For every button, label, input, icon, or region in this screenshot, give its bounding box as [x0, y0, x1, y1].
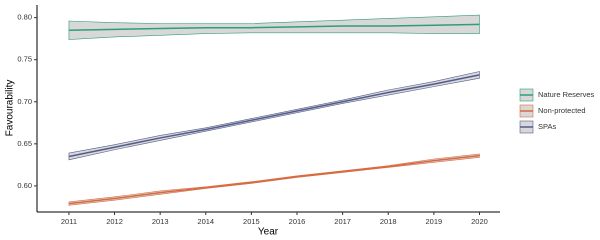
legend-label: Non-protected	[538, 106, 586, 115]
y-tick-label: 0.60	[17, 181, 32, 190]
series-line	[68, 154, 480, 205]
x-axis-label: Year	[258, 227, 279, 238]
x-tick-label: 2019	[426, 217, 443, 226]
x-tick-label: 2018	[380, 217, 397, 226]
x-tick-label: 2011	[61, 217, 77, 226]
x-tick-label: 2012	[106, 217, 123, 226]
x-tick-label: 2020	[471, 217, 488, 226]
legend-label: SPAs	[538, 122, 556, 131]
x-tick-label: 2017	[334, 217, 351, 226]
x-tick-label: 2014	[197, 217, 214, 226]
x-tick-label: 2013	[152, 217, 169, 226]
series-line	[68, 74, 480, 158]
series-line	[68, 23, 480, 31]
x-tick-label: 2015	[243, 217, 260, 226]
y-tick-label: 0.80	[17, 13, 32, 22]
y-tick-label: 0.70	[17, 97, 32, 106]
legend-label: Nature Reserves	[538, 90, 595, 99]
x-tick-label: 2016	[289, 217, 306, 226]
y-axis-label: Favourability	[5, 80, 16, 137]
y-tick-label: 0.75	[17, 55, 32, 64]
y-tick-label: 0.65	[17, 139, 32, 148]
